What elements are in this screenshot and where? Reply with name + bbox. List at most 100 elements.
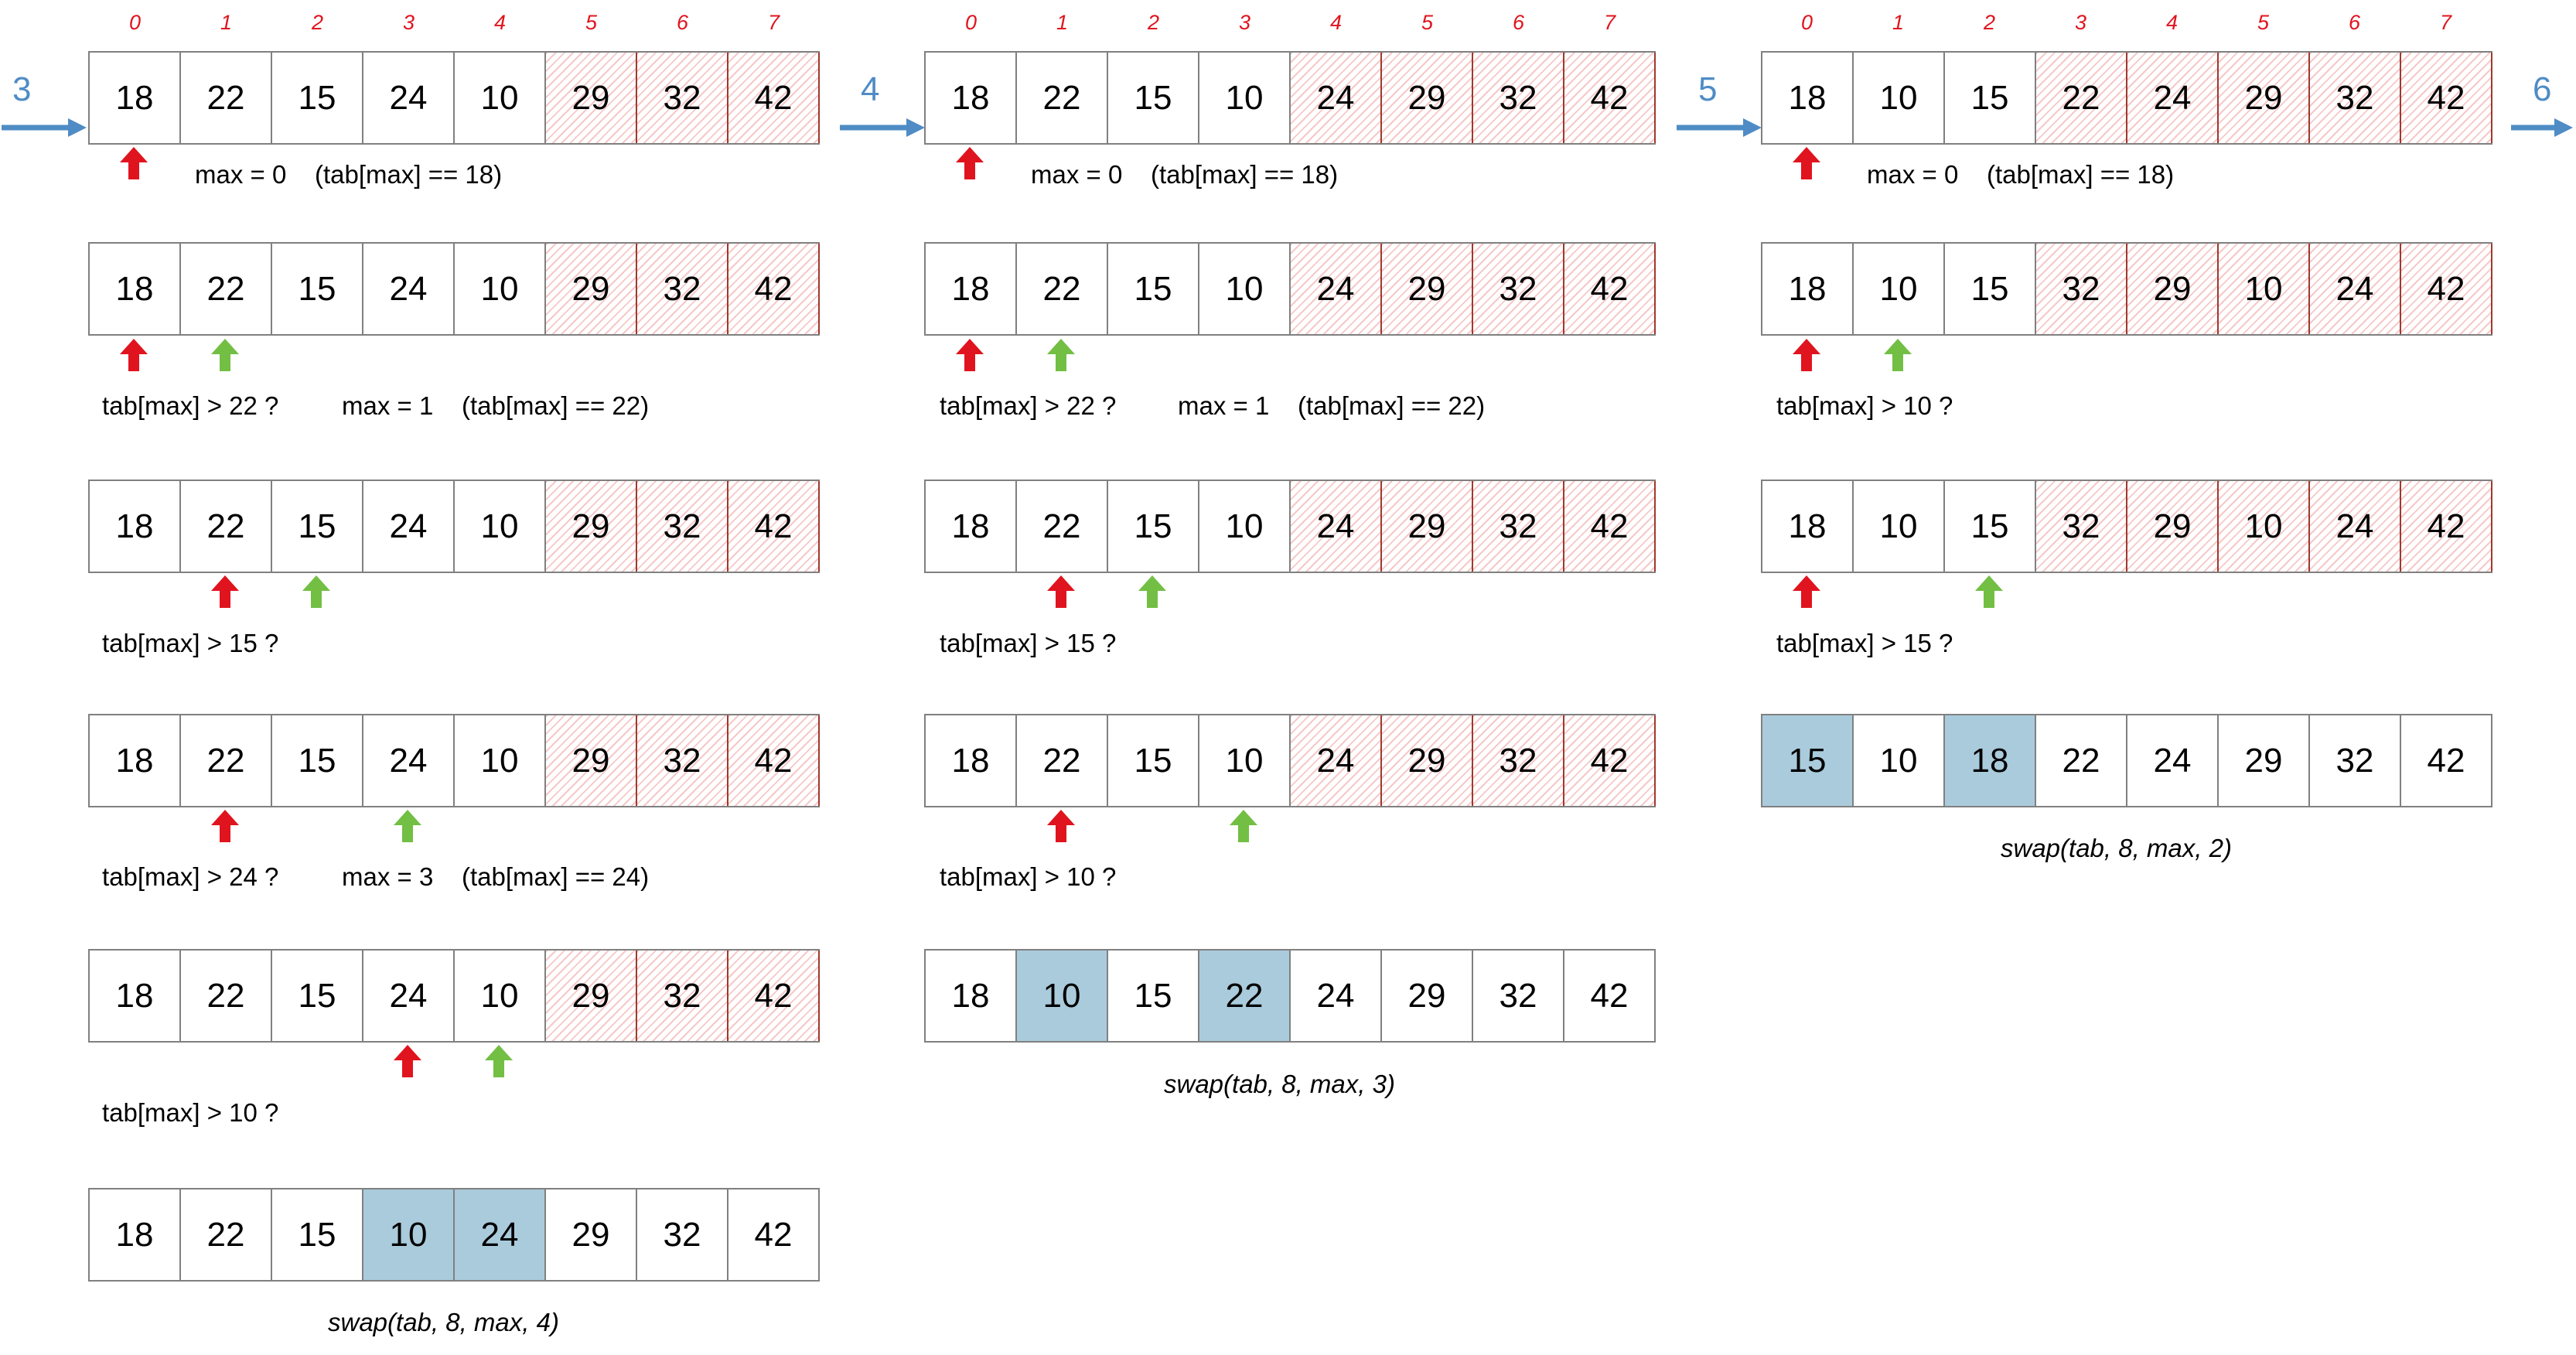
step-number-5: 5 xyxy=(1698,70,1718,108)
array-cell: 42 xyxy=(2401,53,2492,143)
array-cell: 18 xyxy=(90,1189,181,1280)
step-note: tab[max] > 22 ? xyxy=(940,391,1117,420)
array-cell: 24 xyxy=(363,951,455,1041)
array-row: 18 10 15 32 29 10 24 42 xyxy=(1761,480,2492,573)
array-cell: 15 xyxy=(272,244,363,334)
array-cell: 24 xyxy=(363,481,455,572)
index-label: 3 xyxy=(1238,11,1251,34)
current-pointer-icon xyxy=(1230,810,1257,842)
array-cell: 29 xyxy=(546,244,637,334)
index-label: 4 xyxy=(2165,11,2179,34)
array-cell: 18 xyxy=(926,244,1017,334)
array-cell: 32 xyxy=(2310,53,2401,143)
array-cell: 22 xyxy=(181,1189,272,1280)
index-label: 1 xyxy=(1892,11,1905,34)
step-note: tab[max] > 15 ? xyxy=(102,629,279,657)
array-cell: 42 xyxy=(728,951,820,1041)
array-cell: 24 xyxy=(363,244,455,334)
max-pointer-icon xyxy=(1793,575,1820,608)
array-cell: 29 xyxy=(1382,481,1473,572)
array-cell: 10 xyxy=(455,715,546,806)
array-cell: 32 xyxy=(2310,715,2401,806)
array-cell: 32 xyxy=(2036,244,2127,334)
current-pointer-icon xyxy=(302,575,330,608)
array-row: 18 22 15 10 24 29 32 42 xyxy=(924,242,1656,336)
array-cell: 22 xyxy=(1017,715,1108,806)
array-cell: 18 xyxy=(90,951,181,1041)
array-cell: 15 xyxy=(272,481,363,572)
array-cell: 29 xyxy=(2219,53,2310,143)
array-cell: 10 xyxy=(455,951,546,1041)
array-cell: 18 xyxy=(90,244,181,334)
array-cell: 15 xyxy=(272,715,363,806)
array-cell: 18 xyxy=(926,715,1017,806)
array-cell: 29 xyxy=(2127,244,2219,334)
array-cell: 29 xyxy=(1382,244,1473,334)
array-cell: 10 xyxy=(1199,244,1291,334)
swap-caption: swap(tab, 8, max, 3) xyxy=(1164,1070,1395,1098)
max-pointer-icon xyxy=(1047,575,1075,608)
step-arrow-icon xyxy=(2511,118,2573,137)
step-number-4: 4 xyxy=(861,70,880,108)
array-cell: 22 xyxy=(181,481,272,572)
array-cell: 10 xyxy=(2219,244,2310,334)
array-cell: 42 xyxy=(1564,951,1656,1041)
step-note: tab[max] > 24 ? xyxy=(102,862,279,891)
swap-caption: swap(tab, 8, max, 2) xyxy=(2001,834,2232,862)
array-cell: 18 xyxy=(1762,244,1854,334)
index-label: 5 xyxy=(2257,11,2270,34)
array-cell: 10 xyxy=(455,244,546,334)
array-cell: 24 xyxy=(363,53,455,143)
array-cell: 22 xyxy=(1017,244,1108,334)
index-label: 1 xyxy=(220,11,233,34)
index-label: 0 xyxy=(964,11,978,34)
array-cell: 32 xyxy=(637,1189,728,1280)
max-pointer-icon xyxy=(1047,810,1075,842)
array-cell: 15 xyxy=(1945,244,2036,334)
array-cell: 15 xyxy=(1108,53,1199,143)
array-cell: 32 xyxy=(637,244,728,334)
array-cell: 10 xyxy=(455,481,546,572)
index-label: 7 xyxy=(1603,11,1616,34)
array-row: 18 22 15 24 10 29 32 42 xyxy=(88,242,820,336)
array-cell: 18 xyxy=(1945,715,2036,806)
array-cell: 10 xyxy=(1854,481,1945,572)
array-cell: 29 xyxy=(2127,481,2219,572)
array-cell: 10 xyxy=(2219,481,2310,572)
array-cell: 10 xyxy=(1017,951,1108,1041)
index-label: 3 xyxy=(2074,11,2087,34)
array-cell: 22 xyxy=(181,53,272,143)
current-pointer-icon xyxy=(485,1045,513,1077)
array-cell: 42 xyxy=(2401,481,2492,572)
array-cell: 32 xyxy=(637,715,728,806)
array-cell: 10 xyxy=(455,53,546,143)
array-cell: 24 xyxy=(2310,481,2401,572)
array-row: 18 22 15 10 24 29 32 42 xyxy=(924,714,1656,807)
array-cell: 18 xyxy=(926,53,1017,143)
index-label: 2 xyxy=(1147,11,1160,34)
array-cell: 10 xyxy=(1199,481,1291,572)
step-note: tab[max] > 10 ? xyxy=(1776,391,1953,420)
max-pointer-icon xyxy=(120,147,148,179)
max-pointer-icon xyxy=(394,1045,421,1077)
array-cell: 29 xyxy=(546,53,637,143)
max-pointer-icon xyxy=(211,810,239,842)
array-cell: 10 xyxy=(1854,715,1945,806)
index-label: 7 xyxy=(2439,11,2452,34)
step-arrow-icon xyxy=(1677,118,1762,137)
array-cell: 32 xyxy=(1473,244,1564,334)
array-cell: 10 xyxy=(1854,244,1945,334)
array-row: 18 22 15 10 24 29 32 42 xyxy=(924,480,1656,573)
array-cell: 22 xyxy=(181,715,272,806)
max-pointer-icon xyxy=(1793,339,1820,371)
array-cell: 29 xyxy=(2219,715,2310,806)
array-row: 18 22 15 10 24 29 32 42 xyxy=(88,1188,820,1282)
index-label: 5 xyxy=(1421,11,1434,34)
step-note: max = 0 (tab[max] == 18) xyxy=(1867,160,2175,189)
array-cell: 10 xyxy=(1854,53,1945,143)
array-cell: 24 xyxy=(1291,715,1382,806)
array-cell: 10 xyxy=(1199,715,1291,806)
array-cell: 15 xyxy=(272,1189,363,1280)
array-cell: 24 xyxy=(2127,715,2219,806)
index-label: 0 xyxy=(128,11,142,34)
